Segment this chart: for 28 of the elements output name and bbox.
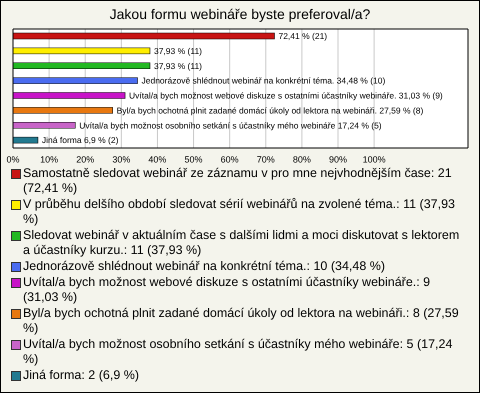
x-tick-label: 70% (256, 154, 275, 164)
legend-label: Samostatně sledovat webinář ze záznamu v pro mne nejvhodnějším čase: 21 (72,41 %) (23, 166, 453, 196)
data-label: Uvítal/a bych možnost osobního setkání s účastníky mého webináře 17,24 % (5) (79, 120, 382, 130)
legend-label: Uvítal/a bych možnost webové diskuze s ostatními účastníky webináře.: 9 (31,03 %) (23, 275, 432, 305)
x-tick-label: 60% (220, 154, 239, 164)
data-label: 72,41 % (21) (278, 31, 328, 41)
legend-label: Sledovat webinář v aktuálním čase s dalšími lidmi a moci diskutovat s lektorem a účastníky kurzu.: 11 (37,93 %) (23, 228, 460, 258)
legend-label: Jiná forma: 2 (6,9 %) (23, 368, 140, 383)
legend-label: Uvítal/a bych možnost osobního setkání s účastníky mého webináře: 5 (17,24 %) (23, 337, 454, 367)
x-tick-label: 50% (184, 154, 203, 164)
x-tick-label: 30% (112, 154, 130, 164)
chart-title: Jakou formu webináře byste preferoval/a? (108, 6, 372, 22)
legend-label: Jednorázově shlédnout webinář na konkrétní téma.: 10 (34,48 %) (23, 259, 386, 274)
data-label: 37,93 % (11) (154, 60, 202, 71)
legend-label: V průběhu delšího období sledovat sérií webinářů na zvolené téma.: 11 (37,93 %) (23, 197, 456, 227)
x-tick-label: 40% (148, 154, 166, 164)
x-tick-label: 0% (6, 154, 20, 164)
x-tick-label: 10% (40, 154, 58, 164)
x-tick-label: 20% (76, 154, 94, 164)
x-tick-label: 100% (362, 154, 386, 164)
x-tick-label: 90% (328, 154, 348, 164)
data-label: Byl/a bych ochotná plnit zadané domácí úkoly od lektora na webináři. 27,59 % (8) (116, 105, 424, 116)
data-label: 37,93 % (11) (154, 46, 202, 56)
legend-label: Byl/a bych ochotná plnit zadané domácí úkoly od lektora na webináři.: 8 (27,59 %) (23, 306, 460, 336)
x-tick-label: 80% (292, 154, 311, 164)
data-label: Jiná forma 6,9 % (2) (42, 135, 119, 146)
data-label: Uvítal/a bych možnost webové diskuze s ostatními účastníky webináře. 31,03 % (9) (129, 90, 443, 100)
data-label: Jednorázově shlédnout webinář na konkrétní téma. 34,48 % (10) (142, 76, 386, 86)
